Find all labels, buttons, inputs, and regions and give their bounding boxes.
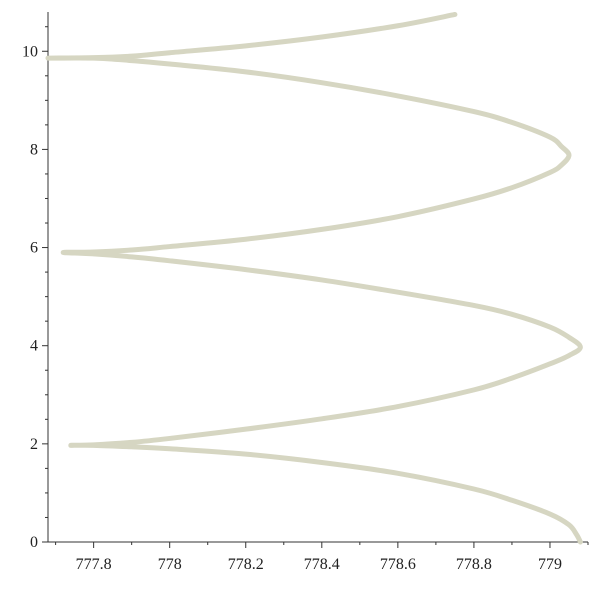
y-tick-label: 8 xyxy=(30,141,38,158)
series-layer xyxy=(45,11,583,545)
y-tick-label: 6 xyxy=(30,240,38,257)
y-tick-label: 2 xyxy=(30,436,38,453)
x-tick-label: 777.8 xyxy=(76,556,112,573)
x-tick-label: 778.4 xyxy=(304,556,340,573)
y-tick-label: 10 xyxy=(22,43,38,60)
axes: 777.8 778 778.2 778.4 778.6 778.8 779 0 2 4 6 8 10 xyxy=(22,12,589,573)
series-line xyxy=(45,11,583,545)
x-tick-label: 778 xyxy=(158,556,182,573)
x-tick-label: 778.2 xyxy=(228,556,264,573)
x-tick-label: 779 xyxy=(538,556,562,573)
x-tick-label: 778.8 xyxy=(456,556,492,573)
x-tick-label: 778.6 xyxy=(380,556,416,573)
y-tick-label: 0 xyxy=(30,534,38,551)
y-tick-label: 4 xyxy=(30,338,38,355)
